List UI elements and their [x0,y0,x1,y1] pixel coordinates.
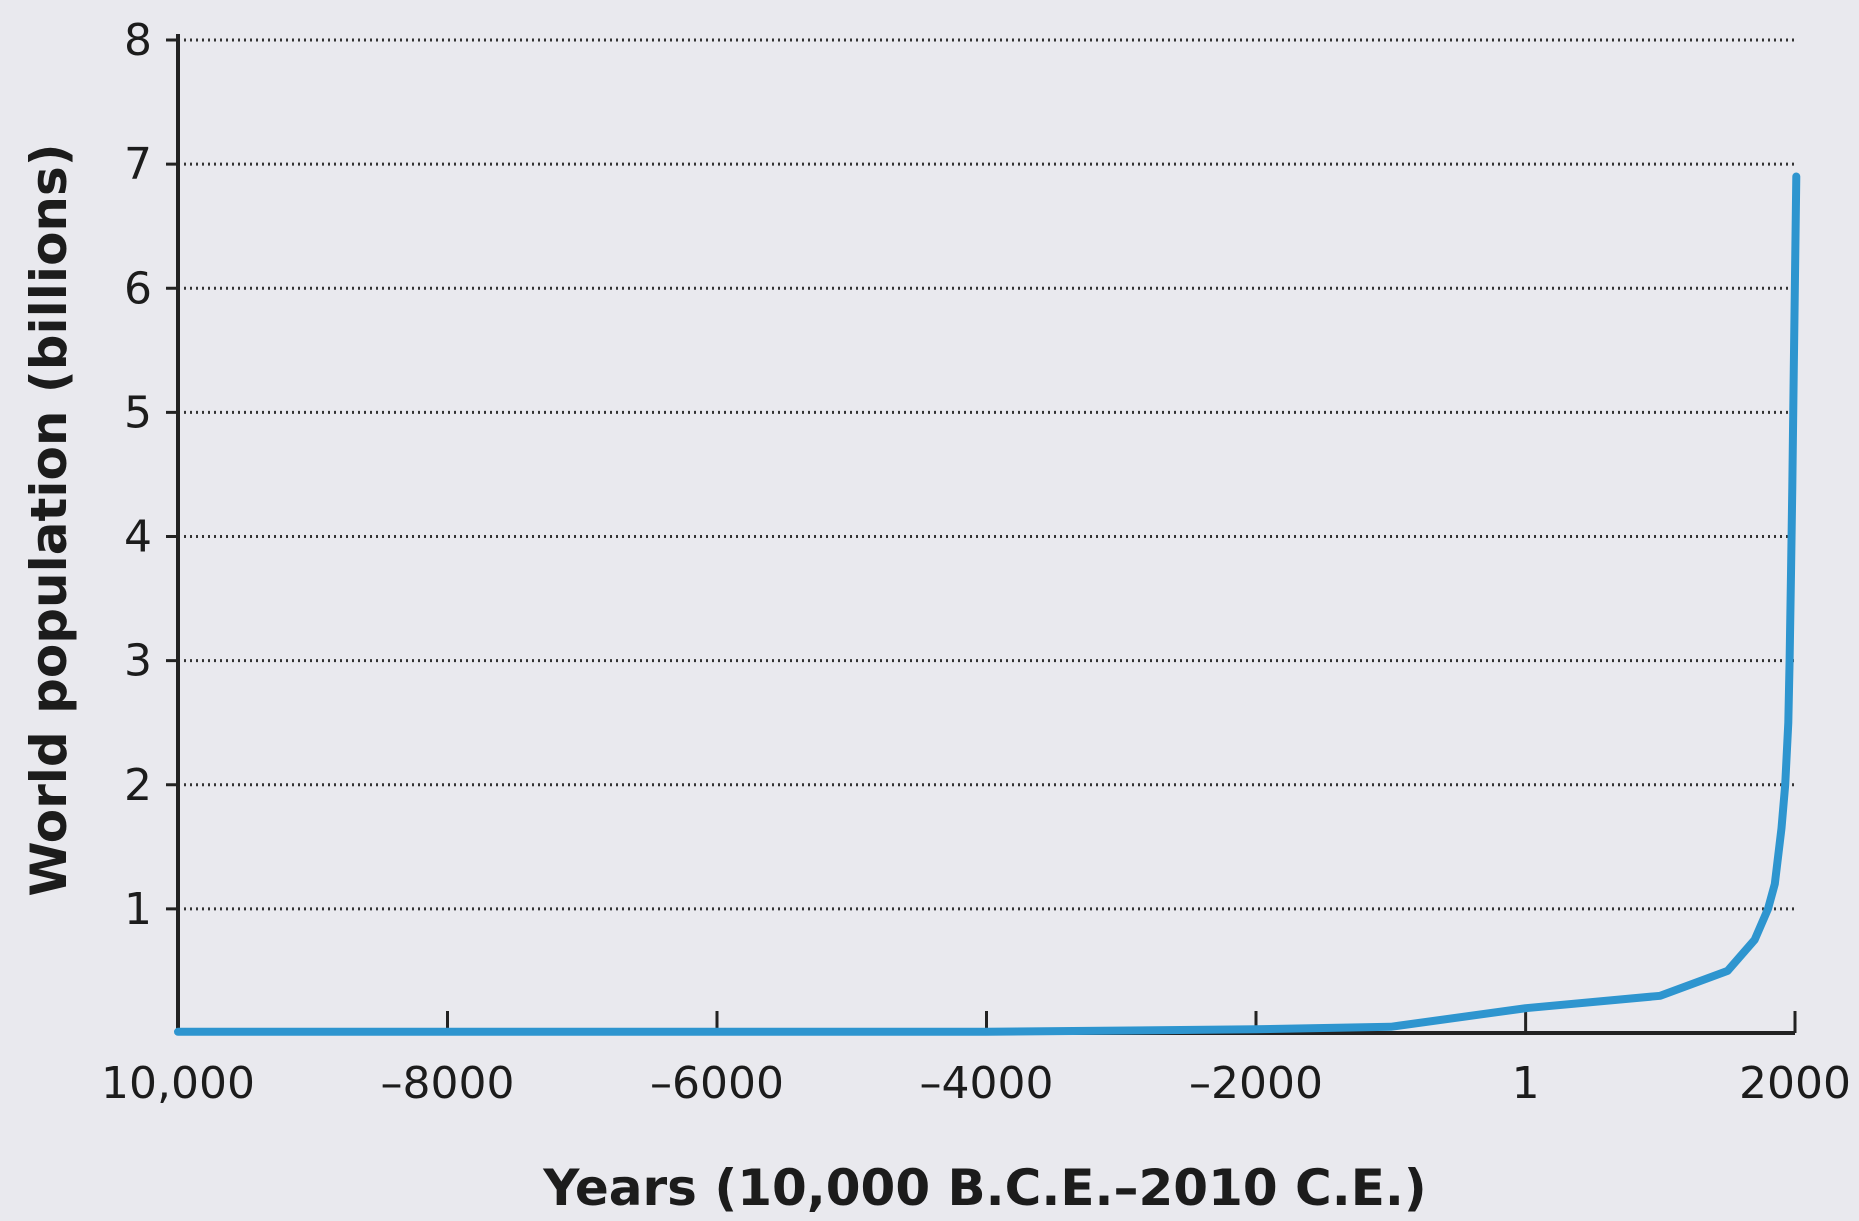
x-tick-label: 2000 [1739,1058,1851,1109]
y-tick-label: 7 [124,139,152,190]
axes [166,34,1797,1035]
y-tick-label: 4 [124,512,152,563]
x-tick-label: 1 [1512,1058,1540,1109]
x-axis-title: Years (10,000 B.C.E.–2010 C.E.) [542,1159,1427,1217]
x-tick-label: 10,000 [101,1058,255,1109]
x-tick-label: –8000 [381,1058,515,1109]
y-tick-label: 5 [124,387,152,438]
y-tick-label: 8 [124,15,152,66]
tick-labels: 1 2 3 4 5 6 7 8 10,000 –8000 –6000 –4000 –2000 1 2000 [101,15,1851,1109]
y-axis-title: World population (billions) [20,143,78,896]
population-line [174,172,1801,1036]
x-tick-label: –2000 [1189,1058,1323,1109]
y-tick-label: 1 [124,884,152,935]
y-tick-label: 2 [124,760,152,811]
series-layer [174,172,1801,1036]
grid-lines [178,38,1795,911]
y-tick-label: 3 [124,636,152,687]
y-tick-label: 6 [124,263,152,314]
x-tick-label: –4000 [920,1058,1054,1109]
x-tick-label: –6000 [650,1058,784,1109]
